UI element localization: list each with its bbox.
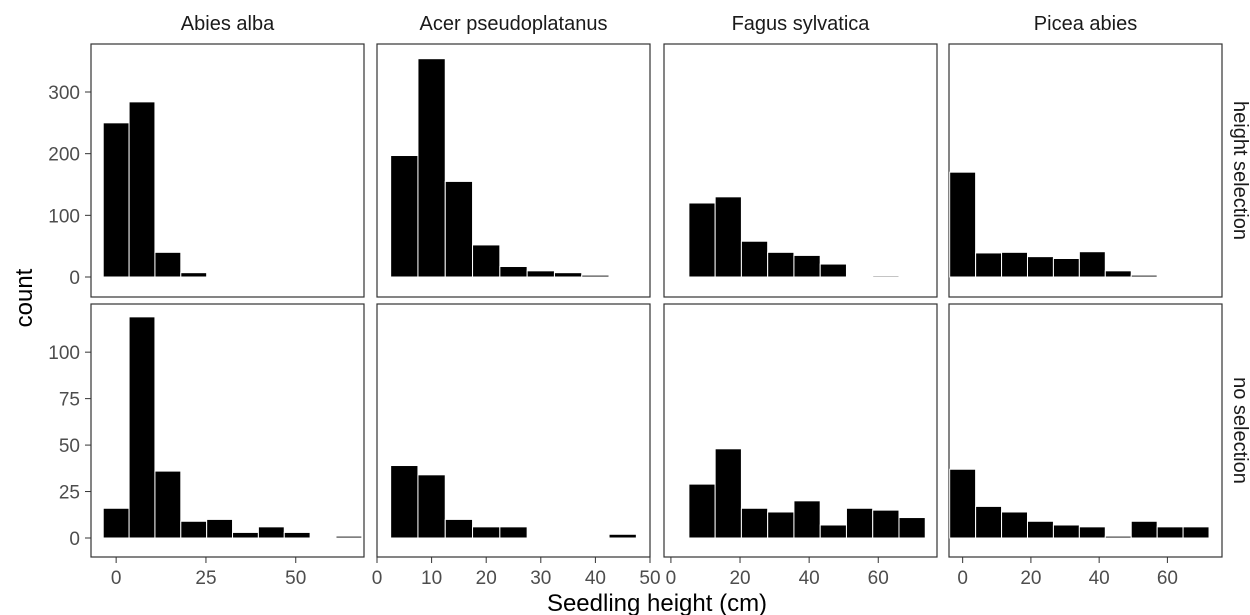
- histogram-bar: [872, 509, 900, 539]
- histogram-bar: [1078, 526, 1106, 539]
- histogram-bar: [819, 524, 847, 539]
- y-tick-label-no-selection-25: 25: [59, 483, 80, 504]
- histogram-bar: [102, 507, 130, 539]
- x-tick-label-fagus-sylvatica-60: 60: [868, 568, 889, 589]
- histogram-bar: [102, 122, 130, 278]
- x-tick-label-abies-alba-25: 25: [195, 568, 216, 589]
- histogram-bar: [1104, 270, 1132, 278]
- facet-title-picea-abies: Picea abies: [1034, 13, 1137, 35]
- histogram-bar: [232, 531, 259, 539]
- histogram-bar: [688, 483, 716, 539]
- histogram-bar: [335, 535, 363, 539]
- y-tick-label-height-selection-100: 100: [48, 206, 80, 227]
- histogram-bar: [740, 507, 769, 539]
- histogram-bar: [872, 275, 900, 278]
- y-tick-label-height-selection-0: 0: [69, 268, 80, 289]
- histogram-bar: [949, 171, 977, 278]
- histogram-bar: [1001, 251, 1028, 278]
- histogram-bar: [390, 155, 419, 278]
- histogram-bar: [472, 244, 501, 278]
- histogram-bar: [526, 270, 555, 278]
- histogram-bar: [767, 251, 795, 278]
- histogram-bar: [793, 254, 821, 278]
- facet-title-acer-pseudoplatanus: Acer pseudoplatanus: [420, 13, 608, 35]
- histogram-bar: [390, 465, 419, 539]
- histogram-bar: [1130, 520, 1158, 539]
- histogram-bar: [1078, 251, 1106, 278]
- x-tick-label-picea-abies-40: 40: [1089, 568, 1110, 589]
- histogram-bar: [845, 507, 874, 539]
- y-tick-label-no-selection-100: 100: [48, 343, 80, 364]
- x-tick-label-acer-pseudoplatanus-10: 10: [421, 568, 442, 589]
- histogram-bar: [180, 520, 208, 539]
- x-tick-label-picea-abies-60: 60: [1157, 568, 1178, 589]
- row-strip-label-no-selection: no selection: [1229, 377, 1250, 484]
- y-tick-label-height-selection-300: 300: [48, 83, 80, 104]
- histogram-bar: [206, 518, 234, 539]
- histogram-bar: [1156, 526, 1184, 539]
- y-axis-title: count: [11, 268, 38, 327]
- y-tick-label-no-selection-0: 0: [69, 529, 80, 550]
- histogram-bar: [1001, 511, 1028, 539]
- y-tick-label-no-selection-75: 75: [59, 390, 80, 411]
- histogram-bar: [608, 275, 637, 278]
- facet-title-abies-alba: Abies alba: [181, 13, 275, 35]
- histogram-bar: [819, 263, 847, 278]
- facet-title-fagus-sylvatica: Fagus sylvatica: [732, 13, 871, 35]
- histogram-bar: [417, 58, 446, 278]
- y-tick-label-height-selection-200: 200: [48, 145, 80, 166]
- histogram-bar: [1026, 520, 1054, 539]
- histogram-bar: [767, 511, 795, 539]
- x-tick-label-picea-abies-20: 20: [1020, 568, 1041, 589]
- histogram-bar: [283, 531, 311, 539]
- histogram-bar: [444, 518, 474, 539]
- histogram-bar: [845, 275, 874, 278]
- x-tick-label-fagus-sylvatica-40: 40: [799, 568, 820, 589]
- histogram-bar: [257, 526, 285, 539]
- x-tick-label-acer-pseudoplatanus-20: 20: [476, 568, 497, 589]
- histogram-bar: [975, 505, 1003, 539]
- histogram-bar: [608, 533, 637, 539]
- histogram-bar: [714, 196, 742, 278]
- histogram-bar: [154, 470, 182, 539]
- histogram-bar: [688, 202, 716, 278]
- histogram-bar: [417, 474, 446, 539]
- histogram-bar: [1130, 274, 1158, 278]
- histogram-bar: [1052, 258, 1080, 278]
- histogram-bar: [128, 101, 156, 278]
- x-tick-label-acer-pseudoplatanus-50: 50: [639, 568, 660, 589]
- histogram-bar: [553, 272, 583, 278]
- x-tick-label-acer-pseudoplatanus-30: 30: [530, 568, 551, 589]
- histogram-bar: [949, 468, 977, 539]
- histogram-bar: [1052, 524, 1080, 539]
- histogram-bar: [180, 272, 208, 278]
- x-tick-label-acer-pseudoplatanus-0: 0: [372, 568, 383, 589]
- histogram-bar: [714, 448, 742, 539]
- x-tick-label-abies-alba-50: 50: [285, 568, 306, 589]
- x-tick-label-picea-abies-0: 0: [957, 568, 968, 589]
- histogram-bar: [975, 252, 1003, 278]
- histogram-bar: [1104, 535, 1132, 539]
- x-tick-label-abies-alba-0: 0: [111, 568, 122, 589]
- histogram-bar: [740, 240, 769, 278]
- histogram-bar: [1182, 526, 1210, 539]
- histogram-bar: [472, 526, 501, 539]
- histogram-bar: [444, 180, 474, 278]
- histogram-bar: [898, 517, 926, 539]
- histogram-bar: [793, 500, 821, 539]
- x-tick-label-acer-pseudoplatanus-40: 40: [585, 568, 606, 589]
- row-strip-label-height-selection: height selection: [1229, 101, 1250, 240]
- histogram-bar: [154, 251, 182, 278]
- x-tick-label-fagus-sylvatica-20: 20: [729, 568, 750, 589]
- histogram-bar: [499, 266, 528, 278]
- y-tick-label-no-selection-50: 50: [59, 436, 80, 457]
- histogram-bar: [499, 526, 528, 539]
- x-axis-title: Seedling height (cm): [547, 590, 767, 615]
- histogram-bar: [128, 316, 156, 539]
- histogram-bar: [1026, 256, 1054, 278]
- histogram-bar: [581, 274, 610, 278]
- x-tick-label-fagus-sylvatica-0: 0: [666, 568, 677, 589]
